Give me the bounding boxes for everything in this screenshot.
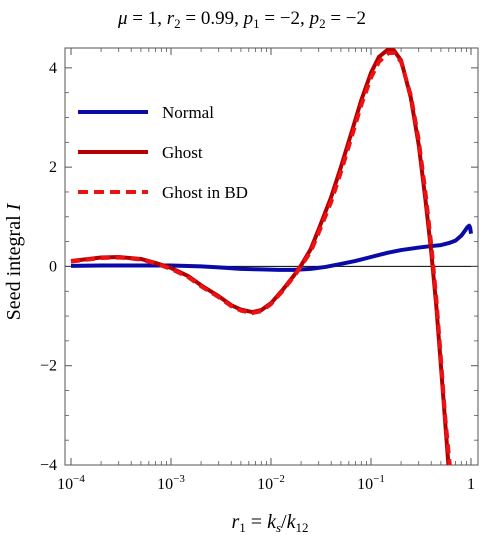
x-axis-label: r1 = ks/k12 xyxy=(232,511,309,535)
y-tick-label: 4 xyxy=(49,60,57,77)
x-tick-label: 10−2 xyxy=(257,473,285,493)
y-axis-label: Seed integral I xyxy=(3,202,25,320)
x-tick-label: 10−1 xyxy=(357,473,385,493)
series-line-ghost xyxy=(70,48,451,465)
plot-area: −4 −2 0 2 4 10−4 10−3 10−2 10−1 1 xyxy=(40,47,479,493)
y-tick-label: 2 xyxy=(49,159,57,176)
y-tick-label: −2 xyxy=(40,358,57,375)
legend: Normal Ghost Ghost in BD xyxy=(78,103,248,202)
series-line-normal xyxy=(70,223,473,272)
x-tick-label: 10−3 xyxy=(157,473,185,493)
series-line-ghost-in-bd xyxy=(70,50,452,465)
y-tick-label: 0 xyxy=(49,258,57,275)
legend-label-ghost: Ghost xyxy=(162,143,203,162)
x-tick-label: 10−4 xyxy=(57,473,85,493)
y-tick-label: −4 xyxy=(40,457,57,474)
x-tick-label: 1 xyxy=(467,476,475,493)
chart-title: μ = 1, r2 = 0.99, p1 = −2, p2 = −2 xyxy=(117,8,366,31)
legend-label-ghost-bd: Ghost in BD xyxy=(162,183,248,202)
legend-label-normal: Normal xyxy=(162,103,214,122)
